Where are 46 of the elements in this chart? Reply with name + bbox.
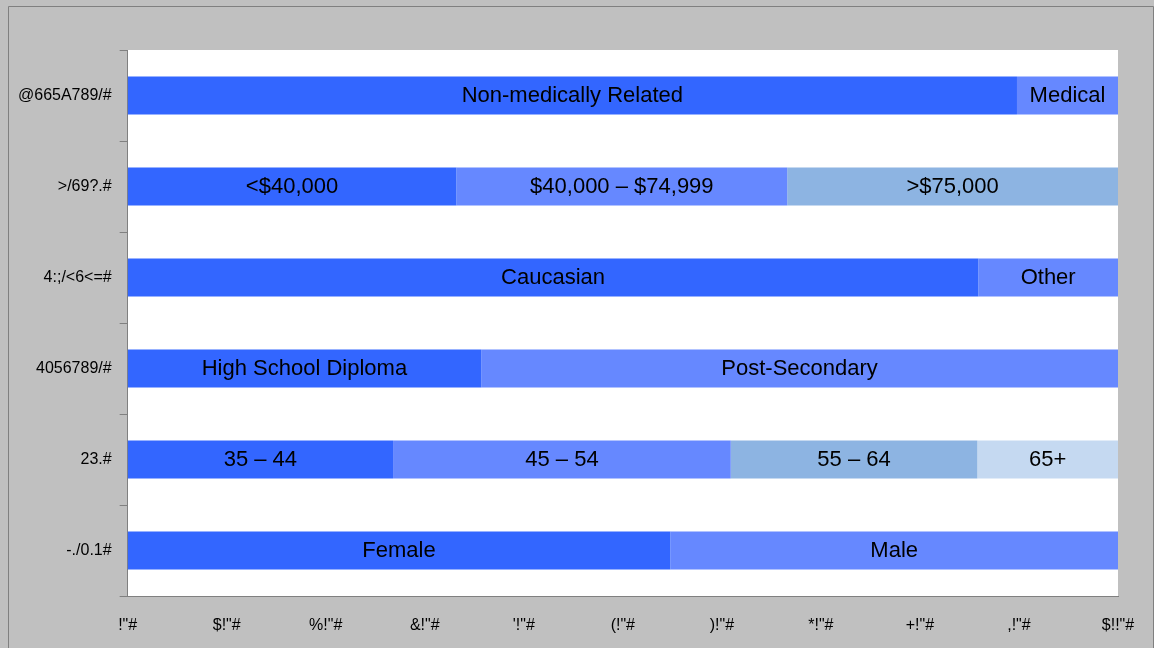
text: &!"# xyxy=(409,616,440,634)
annotation: Other xyxy=(1020,263,1076,289)
annotation: >$75,000 xyxy=(906,172,999,198)
text: $!!"# xyxy=(1101,616,1135,634)
bar xyxy=(730,440,978,479)
bar xyxy=(127,440,394,479)
annotation: $40,000 – $74,999 xyxy=(530,172,714,198)
annotation: 55 – 64 xyxy=(817,445,891,471)
annotation: Caucasian xyxy=(501,263,605,289)
y-tick-label: 4:;/<6<=# xyxy=(43,267,112,285)
bar xyxy=(127,167,457,206)
bar xyxy=(127,258,979,297)
y-tick-label: 23.# xyxy=(80,449,112,467)
text: %!"# xyxy=(309,616,343,634)
y-tick-label: >/69?.# xyxy=(57,176,112,194)
annotation: High School Diploma xyxy=(201,354,408,380)
bar xyxy=(787,167,1118,206)
annotation: 35 – 44 xyxy=(223,445,298,471)
bar xyxy=(670,531,1118,570)
text: !"# xyxy=(118,616,138,634)
annotation: Female xyxy=(362,536,436,562)
annotation: <$40,000 xyxy=(245,172,339,198)
annotation: Medical xyxy=(1029,81,1106,107)
text: '!"# xyxy=(512,616,535,634)
y-tick-label: -./0.1# xyxy=(66,540,112,558)
text: $!"# xyxy=(212,616,241,634)
text: ,!"# xyxy=(1007,616,1031,634)
bar xyxy=(456,167,788,206)
y-tick-label: 4056789/# xyxy=(36,358,112,376)
bar xyxy=(977,440,1118,479)
bar xyxy=(127,349,482,388)
text: (!"# xyxy=(610,616,636,634)
bar xyxy=(978,258,1118,297)
annotation: 65+ xyxy=(1029,445,1067,471)
text: )!"# xyxy=(709,616,735,634)
annotation: Post-Secondary xyxy=(721,354,878,380)
bar xyxy=(127,531,671,570)
bar xyxy=(127,76,1017,115)
bar xyxy=(393,440,731,479)
y-tick-label: @665A789/# xyxy=(17,85,112,103)
annotation: Male xyxy=(870,536,919,562)
annotation: Non-medically Related xyxy=(461,81,683,107)
bar xyxy=(481,349,1118,388)
text: *!"# xyxy=(808,616,834,634)
annotation: 45 – 54 xyxy=(525,445,599,471)
text: +!"# xyxy=(905,616,935,634)
